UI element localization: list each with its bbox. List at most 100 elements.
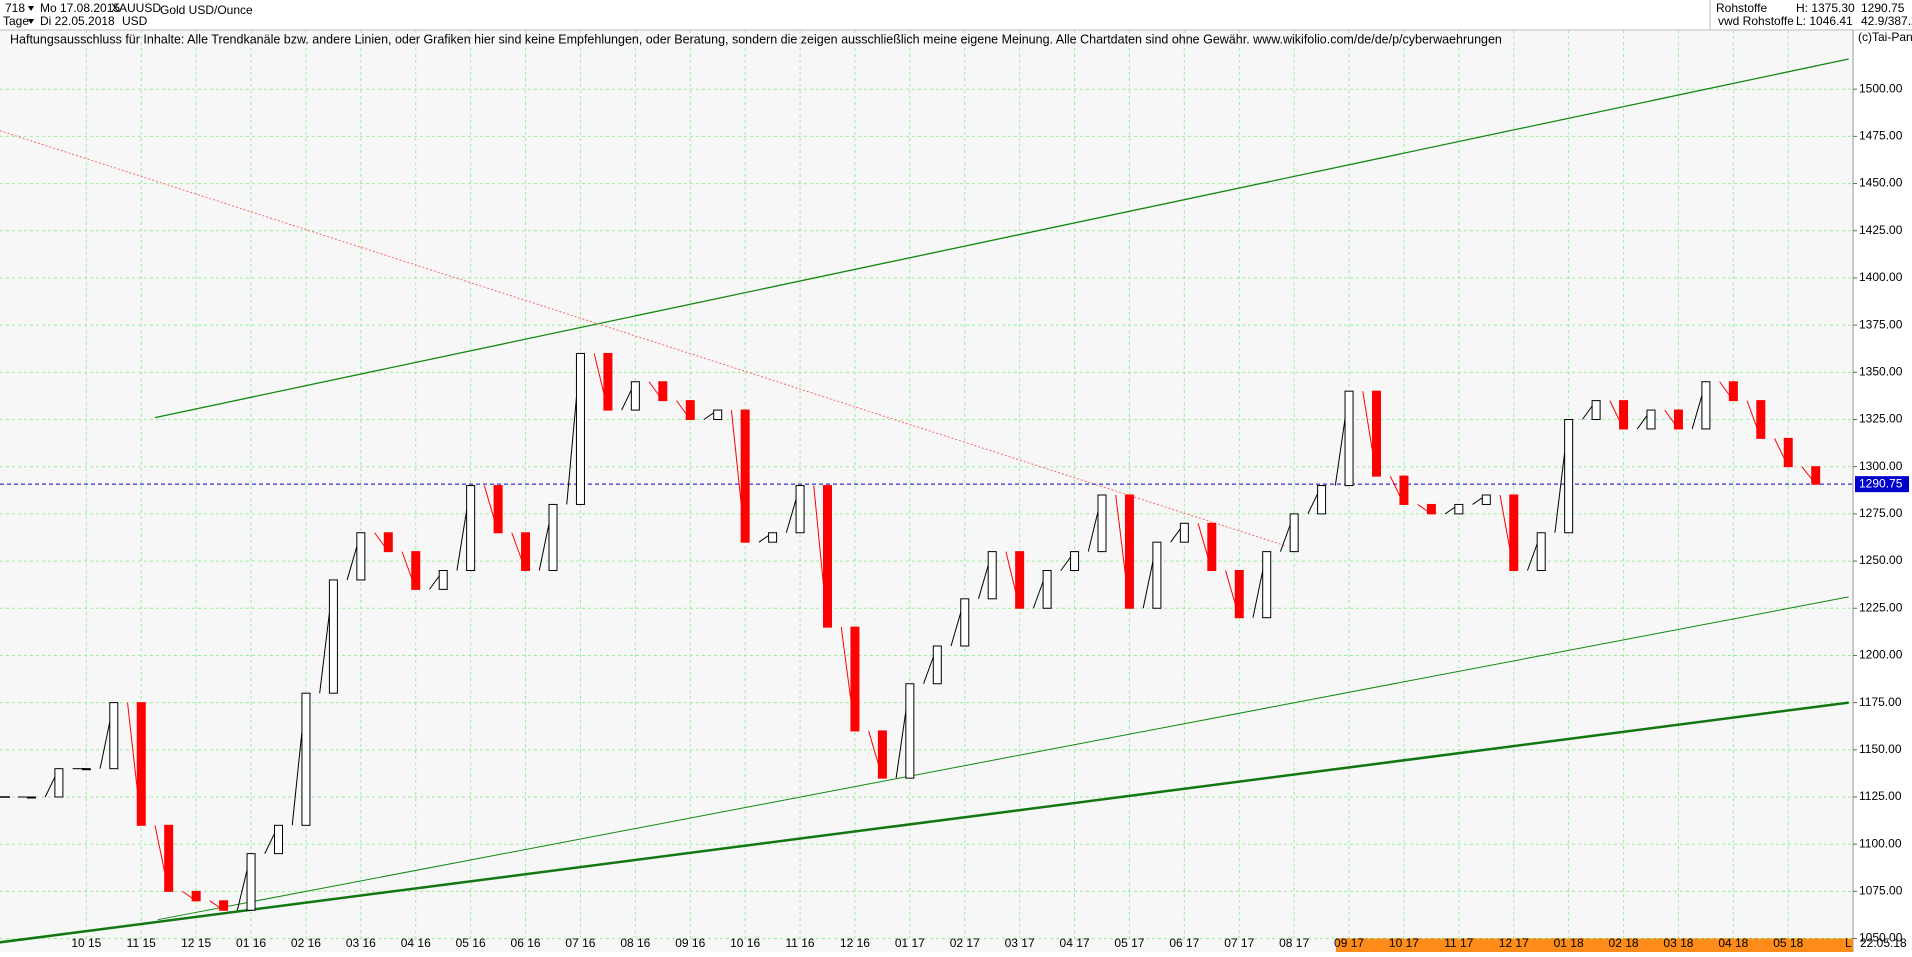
candle — [1509, 494, 1519, 571]
x-tick-label: 07 16 — [565, 936, 595, 950]
candle — [26, 796, 36, 799]
x-tick-label: 06 16 — [511, 936, 541, 950]
period-count: 718 — [5, 1, 25, 15]
x-tick-label: 01 16 — [236, 936, 266, 950]
candle — [768, 532, 778, 543]
candle — [905, 683, 915, 779]
last: 1290.75 — [1861, 1, 1905, 15]
candle — [493, 485, 503, 534]
candle — [987, 551, 997, 600]
candle — [438, 570, 448, 590]
candle — [1399, 475, 1409, 505]
footer-flag: L — [1845, 936, 1852, 950]
y-tick-label: 1500.00 — [1859, 81, 1903, 95]
source: vwd Rohstoffe — [1718, 14, 1794, 28]
y-tick-label: 1350.00 — [1859, 364, 1903, 378]
x-tick-label: 12 15 — [181, 936, 211, 950]
start-date: Mo 17.08.2015 — [40, 1, 120, 15]
candle — [960, 598, 970, 647]
candle — [411, 551, 421, 590]
candle — [713, 409, 723, 420]
last-price-box — [1855, 476, 1909, 493]
candle — [191, 890, 201, 902]
candle — [246, 853, 256, 911]
candle — [1673, 409, 1683, 430]
x-tick-label: 04 17 — [1060, 936, 1090, 950]
y-tick-label: 1100.00 — [1859, 836, 1902, 850]
symbol: XAUUSD — [111, 1, 161, 15]
header-bar — [0, 0, 1912, 30]
x-tick-label: 02 17 — [950, 936, 980, 950]
trendline — [157, 596, 1849, 921]
disclaimer: Haftungsausschluss für Inhalte: Alle Tre… — [10, 32, 1502, 46]
candle — [356, 532, 366, 581]
y-tick-label: 1050.00 — [1859, 931, 1903, 945]
candle — [1344, 390, 1354, 487]
candle — [877, 730, 887, 779]
candle — [1454, 503, 1464, 515]
candle — [1372, 390, 1381, 477]
candle — [1811, 466, 1821, 485]
x-tick-label: 07 17 — [1224, 936, 1254, 950]
candle — [274, 824, 283, 855]
candle — [1234, 570, 1244, 619]
candle — [1070, 551, 1080, 571]
x-tick-label: 11 15 — [127, 936, 156, 950]
candle — [219, 900, 229, 911]
x-tick-label: 11 16 — [785, 936, 814, 950]
candle — [630, 381, 640, 411]
y-tick-label: 1300.00 — [1859, 459, 1903, 473]
x-tick-label: 01 18 — [1554, 936, 1584, 950]
y-tick-label: 1250.00 — [1859, 553, 1903, 567]
x-tick-label: 12 16 — [840, 936, 870, 950]
copyright: (c)Tai-Pan — [1858, 30, 1912, 44]
x-tick-label: 01 17 — [895, 936, 925, 950]
candle — [1042, 570, 1052, 609]
group: Rohstoffe — [1716, 1, 1767, 15]
x-tick-label: 05 17 — [1114, 936, 1144, 950]
dropdown-icon[interactable] — [28, 19, 34, 24]
plot-area — [0, 30, 1853, 952]
ratio: 42.9/387.2 — [1861, 14, 1912, 28]
x-tick-label: 05 16 — [456, 936, 486, 950]
candle — [850, 626, 860, 732]
y-tick-label: 1450.00 — [1859, 176, 1903, 190]
candle — [685, 400, 695, 420]
y-tick-label: 1225.00 — [1859, 600, 1903, 614]
y-tick-label: 1075.00 — [1859, 884, 1903, 898]
period-unit: Tage — [3, 14, 29, 28]
x-tick-label: 10 15 — [71, 936, 101, 950]
candle — [658, 381, 668, 402]
x-tick-label: 08 17 — [1279, 936, 1309, 950]
dropdown-icon[interactable] — [28, 6, 34, 11]
candle — [1317, 485, 1327, 515]
candle — [932, 645, 942, 685]
candle — [1179, 522, 1189, 543]
candle — [1097, 494, 1107, 553]
x-tick-label: 11 17 — [1444, 936, 1473, 950]
x-tick-label: 09 17 — [1334, 936, 1364, 950]
x-tick-label: 10 17 — [1389, 936, 1419, 950]
header: 718 Mo 17.08.2015 XAUUSD Gold USD/Ounce … — [3, 0, 1912, 950]
x-tick-label: 06 17 — [1169, 936, 1199, 950]
candle — [1701, 381, 1711, 430]
candle — [109, 702, 119, 770]
y-tick-label: 1125.00 — [1859, 789, 1902, 803]
candle — [328, 579, 338, 694]
trendline — [0, 701, 1849, 944]
axis-area — [1853, 0, 1912, 952]
x-tick-label: 08 16 — [620, 936, 650, 950]
candle — [1015, 551, 1025, 609]
trendline-layer — [0, 58, 1853, 944]
trendline — [0, 130, 1287, 547]
last-price-label: 1290.75 — [1859, 476, 1903, 490]
candle — [1646, 409, 1656, 430]
x-tick-label: 09 16 — [675, 936, 705, 950]
x-tick-label: 12 17 — [1499, 936, 1529, 950]
instrument-name: Gold USD/Ounce — [160, 3, 253, 17]
x-tick-label: 10 16 — [730, 936, 760, 950]
candle — [795, 485, 805, 534]
candle — [603, 352, 613, 411]
y-tick-label: 1150.00 — [1859, 742, 1902, 756]
y-tick-label: 1400.00 — [1859, 270, 1903, 284]
